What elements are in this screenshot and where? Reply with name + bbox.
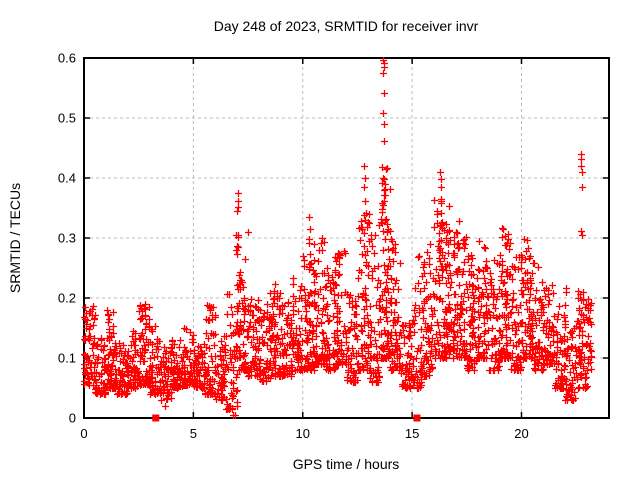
square-markers	[152, 414, 421, 422]
y-tick-label: 0.6	[58, 51, 76, 66]
chart-title: Day 248 of 2023, SRMTID for receiver inv…	[214, 18, 479, 34]
x-axis-label: GPS time / hours	[293, 456, 400, 472]
y-tick-label: 0.1	[58, 351, 76, 366]
y-tick-label: 0.5	[58, 111, 76, 126]
square-marker	[413, 414, 421, 422]
x-tick-label: 15	[405, 426, 419, 441]
square-marker	[152, 414, 160, 422]
y-tick-label: 0.3	[58, 231, 76, 246]
x-tick-label: 10	[296, 426, 310, 441]
x-tick-label: 0	[80, 426, 87, 441]
data-points	[81, 57, 595, 419]
y-tick-label: 0.4	[58, 171, 76, 186]
plot-border	[83, 57, 610, 419]
y-tick-label: 0	[69, 411, 76, 426]
x-tick-label: 5	[190, 426, 197, 441]
y-axis-label: SRMTID / TECUs	[7, 183, 23, 293]
x-tick-label: 20	[514, 426, 528, 441]
tick-labels: 0 5 10 15 20 0 0.1 0.2 0.3 0.4 0.5 0.6	[58, 51, 529, 442]
y-tick-label: 0.2	[58, 291, 76, 306]
